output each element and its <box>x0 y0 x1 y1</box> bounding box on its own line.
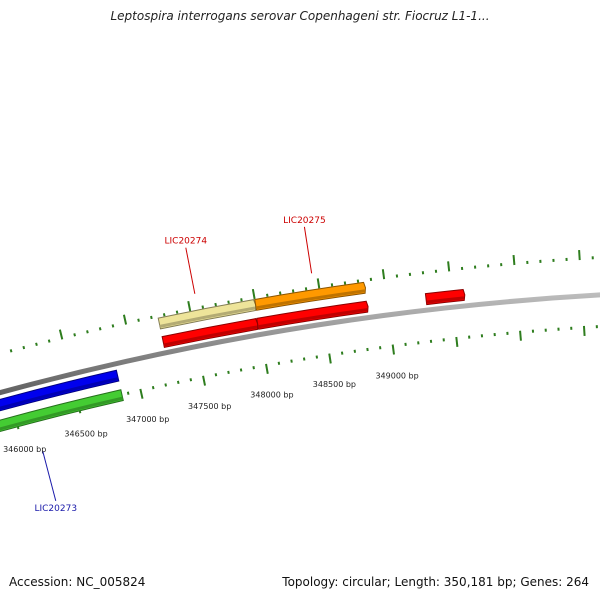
gene-features <box>0 281 466 433</box>
tick-label: 348500 bp <box>313 380 356 389</box>
gene-shade <box>257 308 368 329</box>
tick-mark <box>98 327 102 331</box>
backbone-arc <box>0 292 600 396</box>
tick-mark <box>47 339 51 343</box>
tick-label: 349000 bp <box>375 371 418 380</box>
tick-mark <box>162 313 166 317</box>
genome-summary: Topology: circular; Length: 350,181 bp; … <box>282 575 589 589</box>
tick-mark <box>35 342 38 346</box>
tick-mark <box>252 366 255 370</box>
tick-mark <box>251 288 256 300</box>
gene-label[interactable]: LIC20273 <box>34 504 77 514</box>
tick-mark <box>227 300 230 304</box>
tick-label: 346500 bp <box>64 430 107 439</box>
gene-shade <box>163 325 258 347</box>
tick-mark <box>265 363 269 374</box>
tick-mark <box>175 310 179 314</box>
tick-mark <box>227 370 230 375</box>
tick-mark <box>9 349 13 353</box>
tick-mark <box>151 385 155 390</box>
tick-label: 347000 bp <box>126 415 169 424</box>
tick-mark <box>22 345 26 350</box>
tick-mark <box>455 336 459 348</box>
genome-backbone <box>0 292 600 396</box>
tick-mark <box>126 391 130 395</box>
tick-mark <box>214 302 217 307</box>
tick-mark <box>240 298 243 302</box>
tick-mark <box>139 388 144 399</box>
gene-leader-line <box>42 451 57 502</box>
tick-mark <box>391 344 395 355</box>
gene-shade <box>0 377 119 410</box>
genome-title: Leptospira interrogans serovar Copenhage… <box>110 9 490 23</box>
tick-mark <box>578 250 581 261</box>
tick-mark <box>122 314 128 325</box>
gene-leader-line <box>303 226 313 274</box>
tick-mark <box>328 353 332 364</box>
tick-mark <box>73 333 76 337</box>
tick-mark <box>189 378 193 382</box>
gene-labels: LIC20272LIC20273LIC20274LIC20275 <box>34 216 326 514</box>
tick-mark <box>58 329 64 340</box>
tick-mark <box>239 368 243 372</box>
gene-leader-line <box>185 247 196 294</box>
tick-label: 346000 bp <box>3 445 46 454</box>
tick-mark <box>512 254 516 266</box>
tick-mark <box>202 375 206 386</box>
tick-mark <box>266 293 269 297</box>
tick-mark <box>214 373 218 377</box>
tick-mark <box>164 383 168 387</box>
gene-label[interactable]: LIC20275 <box>283 216 326 226</box>
tick-mark <box>176 380 180 385</box>
tick-mark <box>277 361 281 365</box>
tick-mark <box>381 269 386 280</box>
tick-mark <box>201 305 205 309</box>
accession-label: Accession: NC_005824 <box>9 575 146 589</box>
gene-shade <box>159 306 256 328</box>
tick-label: 348000 bp <box>250 390 293 399</box>
tick-mark <box>582 325 586 336</box>
tick-mark <box>316 278 321 289</box>
tick-label: 347500 bp <box>188 402 231 411</box>
tick-mark <box>519 330 522 341</box>
tick-mark <box>111 324 115 328</box>
tick-mark <box>150 315 153 320</box>
tick-mark <box>187 301 192 312</box>
gene-shade <box>426 296 465 304</box>
tick-mark <box>86 330 89 334</box>
gene-shade <box>0 396 124 431</box>
gene-label[interactable]: LIC20274 <box>165 237 208 247</box>
tick-mark <box>137 318 140 322</box>
gene-shade <box>255 289 365 310</box>
tick-mark <box>447 261 451 272</box>
